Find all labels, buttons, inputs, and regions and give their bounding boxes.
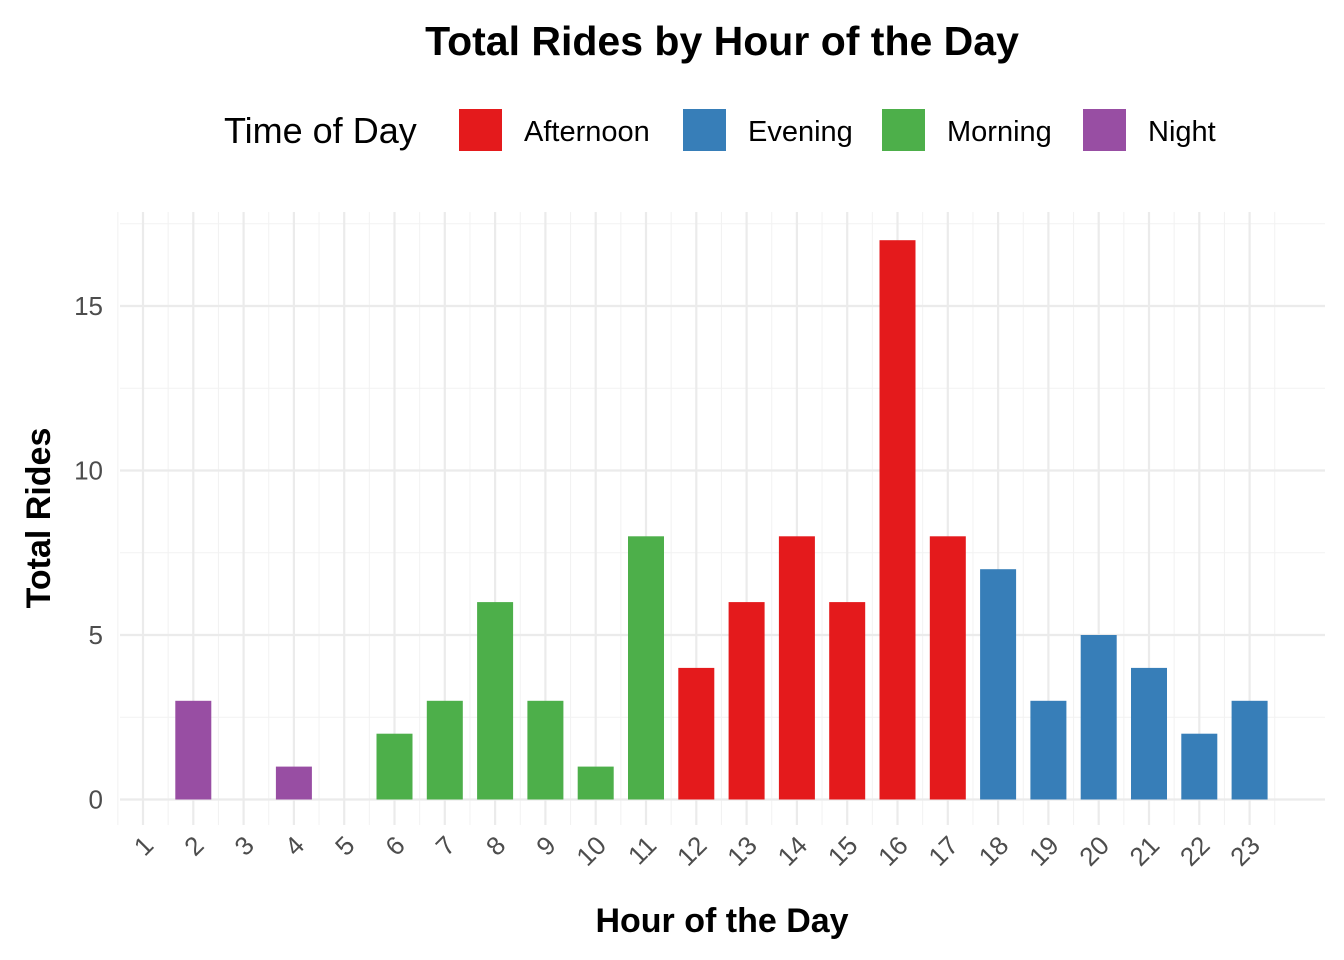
x-tick-label: 22: [1174, 830, 1216, 872]
x-tick-label: 9: [530, 830, 561, 861]
x-axis-title: Hour of the Day: [595, 902, 848, 940]
x-tick-label: 2: [178, 830, 209, 861]
bar-hour-22: [1181, 733, 1218, 800]
legend-label-afternoon: Afternoon: [524, 116, 650, 148]
bar-hour-23: [1231, 700, 1268, 800]
legend: Time of Day Afternoon Evening Morning Night: [224, 109, 1216, 151]
bar-hour-18: [980, 569, 1017, 800]
y-tick-label: 10: [74, 456, 103, 486]
x-tick-label: 3: [228, 830, 259, 861]
chart-title: Total Rides by Hour of the Day: [425, 18, 1019, 64]
x-tick-label: 7: [430, 830, 461, 861]
x-tick-label: 6: [379, 830, 410, 861]
legend-key-night: [1083, 109, 1126, 151]
legend-key-afternoon: [459, 109, 502, 151]
x-tick-label: 15: [822, 830, 864, 872]
legend-label-morning: Morning: [947, 116, 1052, 148]
bar-hour-8: [477, 602, 514, 800]
x-tick-label: 21: [1124, 830, 1166, 872]
x-tick-label: 16: [872, 830, 914, 872]
bar-hour-20: [1080, 635, 1117, 800]
x-tick-label: 23: [1224, 830, 1266, 872]
x-tick-label: 10: [570, 830, 612, 872]
y-tick-label: 5: [89, 620, 103, 650]
bar-hour-9: [527, 700, 564, 800]
bar-hour-14: [778, 536, 815, 800]
bar-hour-11: [628, 536, 664, 800]
bar-hour-6: [376, 733, 413, 800]
bar-hour-16: [879, 240, 916, 800]
x-tick-label: 14: [771, 830, 813, 872]
x-tick-label: 8: [480, 830, 511, 861]
bar-hour-13: [728, 602, 765, 800]
x-tick-label: 5: [329, 830, 360, 861]
x-tick-label: 17: [922, 830, 964, 872]
y-tick-label: 15: [74, 291, 103, 321]
bar-hour-19: [1030, 700, 1067, 800]
x-tick-label: 12: [671, 830, 713, 872]
x-axis-ticks: 1 2 3 4 5 6 7 8 9 10 11 12 13 14 15 16 17 18 19 20 21 22 23: [128, 830, 1266, 872]
bars: [175, 240, 1268, 800]
legend-title: Time of Day: [224, 110, 417, 151]
bar-hour-15: [829, 602, 866, 800]
bar-hour-21: [1131, 667, 1167, 800]
legend-key-morning: [882, 109, 925, 151]
bar-hour-2: [175, 700, 212, 800]
legend-label-night: Night: [1148, 116, 1216, 148]
x-tick-label: 18: [973, 830, 1015, 872]
x-tick-label: 4: [279, 830, 310, 861]
y-tick-label: 0: [89, 785, 103, 815]
x-tick-label: 11: [622, 830, 662, 870]
legend-key-evening: [683, 109, 726, 151]
x-tick-label: 19: [1023, 830, 1065, 872]
bar-hour-10: [577, 766, 614, 800]
x-tick-label: 20: [1073, 830, 1115, 872]
bar-hour-7: [426, 700, 463, 800]
legend-label-evening: Evening: [748, 116, 853, 148]
y-axis-ticks: 0 5 10 15: [74, 291, 103, 815]
x-tick-label: 13: [721, 830, 763, 872]
bar-hour-17: [929, 536, 966, 800]
y-axis-title: Total Rides: [20, 428, 58, 609]
bar-hour-12: [678, 667, 715, 800]
x-tick-label: 1: [128, 830, 159, 861]
bar-hour-4: [275, 766, 312, 800]
